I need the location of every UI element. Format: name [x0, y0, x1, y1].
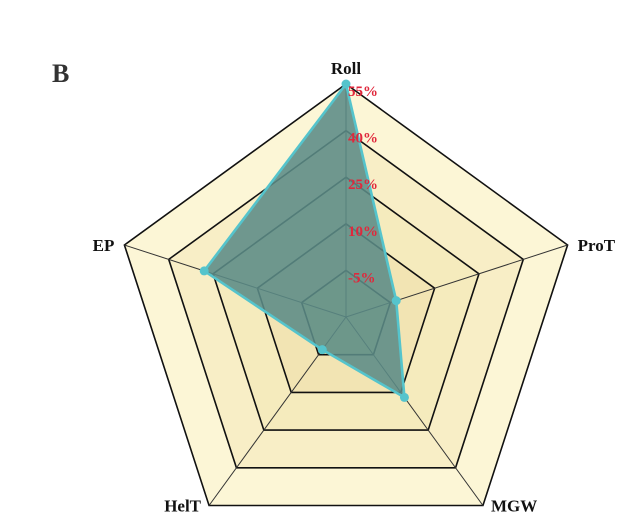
axis-label-helt: HelT [164, 497, 201, 516]
tick-label-25: 25% [348, 177, 378, 193]
series-area [202, 82, 406, 399]
axis-labels: Roll ProT MGW HelT EP [93, 59, 616, 516]
tick-label-40: 40% [348, 131, 378, 147]
axis-label-ep: EP [93, 236, 115, 255]
series-layer [199, 79, 409, 402]
tick-label-minus5: -5% [348, 270, 376, 286]
tick-label-55: 55% [348, 84, 378, 100]
tick-label-10: 10% [348, 224, 378, 240]
data-point-helt [317, 345, 327, 355]
panel-label: B [52, 59, 69, 88]
data-point-mgw [399, 392, 409, 402]
axis-label-mgw: MGW [491, 497, 537, 516]
data-point-roll [341, 79, 351, 89]
tick-labels: -5% 10% 25% 40% 55% [348, 84, 378, 286]
axis-label-roll: Roll [331, 59, 362, 78]
data-point-prot [391, 296, 401, 306]
data-point-ep [199, 266, 209, 276]
axis-label-prot: ProT [578, 236, 616, 255]
